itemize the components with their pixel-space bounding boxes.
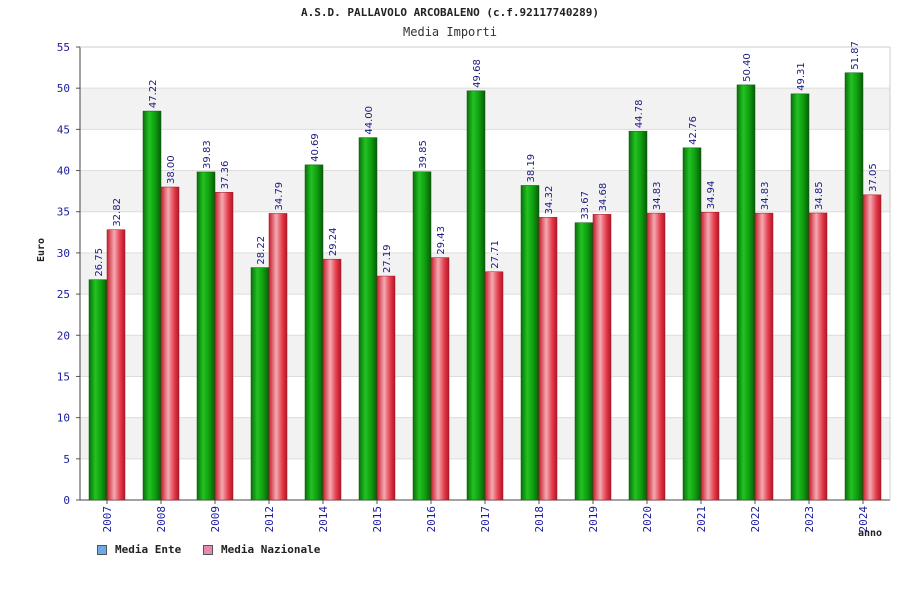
data-label: 50.40 — [742, 53, 753, 82]
data-label: 51.87 — [850, 41, 861, 70]
data-label: 34.85 — [814, 181, 825, 210]
y-tick-label: 5 — [63, 453, 70, 466]
x-tick-label: 2014 — [317, 506, 330, 533]
bar-media-ente-2024 — [844, 72, 864, 501]
x-tick-label: 2017 — [479, 506, 492, 533]
data-label: 39.85 — [418, 140, 429, 169]
bar-media-nazionale-2024 — [862, 194, 882, 501]
data-label: 49.31 — [796, 62, 807, 91]
x-axis-label: anno — [858, 528, 883, 539]
bar-media-nazionale-2016 — [430, 257, 450, 501]
bar-media-nazionale-2018 — [538, 217, 558, 501]
data-label: 42.76 — [688, 116, 699, 145]
bar-media-ente-2022 — [736, 84, 756, 501]
data-label: 39.83 — [202, 140, 213, 169]
bar-media-nazionale-2014 — [322, 258, 342, 501]
bar-media-ente-2007 — [88, 279, 108, 501]
data-label: 33.67 — [580, 191, 591, 220]
y-tick-label: 15 — [57, 370, 70, 383]
bar-media-ente-2016 — [412, 171, 432, 501]
x-tick-label: 2015 — [371, 506, 384, 533]
data-label: 34.83 — [760, 181, 771, 210]
bar-media-nazionale-2022 — [754, 212, 774, 501]
data-label: 26.75 — [94, 248, 105, 277]
data-label: 34.68 — [598, 183, 609, 212]
x-tick-label: 2012 — [263, 506, 276, 533]
y-tick-label: 50 — [57, 82, 70, 95]
legend-swatch-media-ente — [97, 544, 107, 555]
bar-media-nazionale-2009 — [214, 192, 234, 501]
bar-media-ente-2021 — [682, 147, 702, 501]
legend-swatch-media-nazionale — [203, 544, 213, 555]
chart-subtitle: Media Importi — [403, 25, 497, 39]
bar-media-nazionale-2019 — [592, 214, 612, 501]
y-tick-label: 0 — [63, 494, 70, 507]
data-label: 37.36 — [220, 161, 231, 190]
x-tick-label: 2007 — [101, 506, 114, 533]
bar-media-nazionale-2007 — [106, 229, 126, 501]
x-tick-label: 2018 — [533, 506, 546, 533]
data-label: 47.22 — [148, 79, 159, 108]
x-tick-label: 2023 — [803, 506, 816, 533]
data-label: 40.69 — [310, 133, 321, 162]
bar-media-nazionale-2008 — [160, 186, 180, 501]
y-tick-label: 10 — [57, 412, 70, 425]
x-tick-label: 2016 — [425, 506, 438, 533]
bar-media-nazionale-2015 — [376, 275, 396, 501]
x-tick-label: 2019 — [587, 506, 600, 533]
data-label: 44.00 — [364, 106, 375, 135]
bar-media-ente-2009 — [196, 171, 216, 501]
data-label: 34.94 — [706, 181, 717, 210]
bar-media-ente-2023 — [790, 93, 810, 501]
data-label: 38.00 — [166, 155, 177, 184]
y-tick-label: 40 — [57, 165, 70, 178]
bar-media-ente-2020 — [628, 130, 648, 501]
data-label: 38.19 — [526, 154, 537, 183]
bar-media-nazionale-2023 — [808, 212, 828, 501]
data-label: 29.43 — [436, 226, 447, 255]
bar-media-nazionale-2017 — [484, 271, 504, 501]
bar-media-ente-2015 — [358, 137, 378, 501]
legend-label-media-nazionale: Media Nazionale — [221, 543, 321, 556]
data-label: 27.71 — [490, 240, 501, 269]
data-label: 37.05 — [868, 163, 879, 192]
x-tick-label: 2021 — [695, 506, 708, 533]
bar-media-nazionale-2020 — [646, 212, 666, 501]
data-label: 32.82 — [112, 198, 123, 227]
bar-media-nazionale-2021 — [700, 211, 720, 501]
data-label: 28.22 — [256, 236, 267, 265]
bar-media-ente-2018 — [520, 185, 540, 501]
bar-media-ente-2012 — [250, 267, 270, 501]
x-tick-label: 2008 — [155, 506, 168, 533]
data-label: 29.24 — [328, 228, 339, 257]
bar-media-ente-2008 — [142, 110, 162, 501]
chart-title: A.S.D. PALLAVOLO ARCOBALENO (c.f.9211774… — [300, 6, 599, 19]
bar-media-nazionale-2012 — [268, 213, 288, 501]
data-label: 49.68 — [472, 59, 483, 88]
x-tick-label: 2022 — [749, 506, 762, 533]
legend-item-media-nazionale: Media Nazionale — [203, 543, 320, 556]
y-tick-label: 35 — [57, 206, 70, 219]
y-tick-label: 30 — [57, 247, 70, 260]
legend-item-media-ente: Media Ente — [97, 543, 181, 556]
data-label: 44.78 — [634, 100, 645, 129]
x-tick-label: 2009 — [209, 506, 222, 533]
x-tick-label: 2024 — [857, 506, 870, 533]
y-tick-label: 25 — [57, 288, 70, 301]
bar-media-ente-2019 — [574, 222, 594, 501]
data-label: 34.79 — [274, 182, 285, 211]
bar-media-ente-2017 — [466, 90, 486, 501]
y-tick-label: 45 — [57, 123, 70, 136]
y-tick-label: 20 — [57, 329, 70, 342]
data-label: 34.32 — [544, 186, 555, 215]
legend-label-media-ente: Media Ente — [115, 543, 182, 556]
y-tick-label: 55 — [57, 41, 70, 54]
x-tick-label: 2020 — [641, 506, 654, 533]
y-axis-label: Euro — [36, 237, 47, 262]
data-label: 34.83 — [652, 181, 663, 210]
bar-media-ente-2014 — [304, 164, 324, 501]
data-label: 27.19 — [382, 244, 393, 273]
